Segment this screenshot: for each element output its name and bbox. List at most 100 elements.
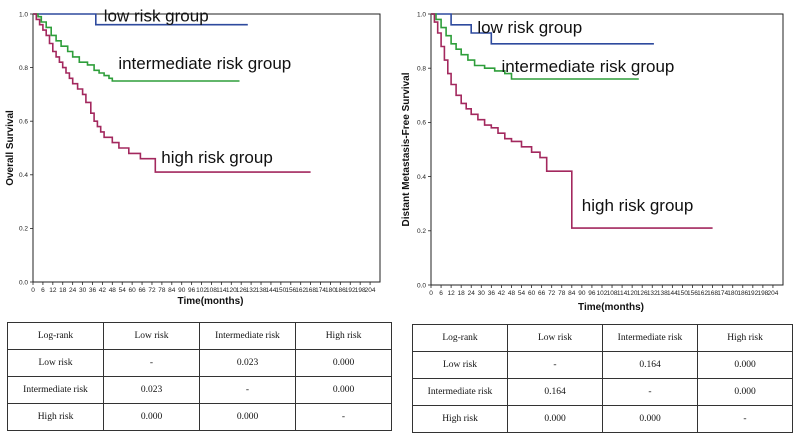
header-cell: Intermediate risk [602, 324, 698, 352]
x-tick-label: 108 [607, 290, 618, 297]
y-tick-label: 1.0 [417, 11, 426, 18]
log-rank-table-dmfs: Log-rank Low risk Intermediate risk High… [412, 324, 793, 433]
dmfs-chart: 0.0 0.2 0.4 0.6 0.8 1.0 0 6 12 18 24 30 36 42 48 54 60 66… [401, 11, 784, 313]
x-tick-label: 150 [275, 287, 286, 294]
x-tick-label: 126 [637, 290, 648, 297]
row-label: Intermediate risk [412, 378, 508, 406]
table-cell: - [507, 351, 603, 379]
x-tick-label: 102 [196, 287, 207, 294]
header-cell: Log-rank [7, 322, 104, 350]
x-tick-label: 42 [99, 287, 107, 294]
y-tick-label: 0.2 [19, 226, 28, 233]
table-cell: - [103, 349, 200, 377]
x-tick-label: 6 [439, 290, 443, 297]
x-tick-label: 54 [119, 287, 127, 294]
x-tick-label: 180 [727, 290, 738, 297]
x-tick-label: 48 [508, 290, 516, 297]
x-tick-label: 204 [365, 287, 376, 294]
table-row: High risk 0.000 0.000 - [7, 403, 392, 431]
header-cell: High risk [697, 324, 793, 352]
y-tick-label: 1.0 [19, 11, 28, 18]
km-curve-low-risk-group [33, 13, 248, 26]
table-cell: - [602, 378, 698, 406]
x-tick-label: 198 [757, 290, 768, 297]
table-cell: 0.023 [199, 349, 296, 377]
x-tick-label: 174 [315, 287, 326, 294]
overall-survival-chart: 0.0 0.2 0.4 0.6 0.8 1.0 0 6 12 18 24 30 36 42 48 54 60 66… [5, 7, 381, 307]
x-tick-label: 144 [266, 287, 277, 294]
km-curve-intermediate-risk-group [33, 13, 240, 82]
table-cell: - [697, 405, 793, 433]
x-tick-label: 84 [568, 290, 576, 297]
x-tick-label: 72 [148, 287, 156, 294]
series-label-low-risk-group: low risk group [477, 18, 582, 37]
x-tick-label: 186 [335, 287, 346, 294]
x-tick-label: 36 [488, 290, 496, 297]
y-axis-label: Distant Metastasis-Free Survival [401, 72, 412, 226]
x-tick-label: 102 [597, 290, 608, 297]
header-cell: Low risk [507, 324, 603, 352]
series-label-intermediate-risk-group: intermediate risk group [501, 57, 674, 76]
series-label-high-risk-group: high risk group [582, 196, 694, 215]
x-tick-label: 96 [588, 290, 596, 297]
x-tick-label: 90 [578, 290, 586, 297]
table-cell: - [199, 376, 296, 404]
series-label-high-risk-group: high risk group [161, 148, 273, 167]
table-cell: 0.023 [103, 376, 200, 404]
km-curve-low-risk-group [431, 13, 654, 45]
km-curve-intermediate-risk-group [431, 13, 639, 80]
row-label: Low risk [412, 351, 508, 379]
table-row: Low risk - 0.023 0.000 [7, 349, 392, 377]
x-tick-label: 6 [41, 287, 45, 294]
km-curve-high-risk-group [431, 13, 713, 229]
x-tick-label: 30 [79, 287, 87, 294]
x-tick-label: 168 [305, 287, 316, 294]
y-axis-label: Overall Survival [5, 110, 16, 186]
table-row: Low risk - 0.164 0.000 [412, 351, 793, 379]
table-cell: 0.000 [295, 349, 392, 377]
table-cell: 0.000 [697, 351, 793, 379]
x-tick-label: 78 [558, 290, 566, 297]
x-tick-label: 24 [69, 287, 77, 294]
x-tick-label: 126 [236, 287, 247, 294]
table-cell: 0.000 [697, 378, 793, 406]
y-tick-label: 0.4 [417, 174, 426, 181]
y-tick-label: 0.8 [19, 65, 28, 72]
x-tick-label: 168 [707, 290, 718, 297]
series-label-intermediate-risk-group: intermediate risk group [118, 54, 291, 73]
x-tick-label: 156 [687, 290, 698, 297]
x-tick-label: 138 [256, 287, 267, 294]
x-tick-label: 12 [49, 287, 57, 294]
x-tick-label: 96 [188, 287, 196, 294]
y-tick-label: 0.0 [417, 282, 426, 289]
y-tick-label: 0.6 [19, 119, 28, 126]
x-tick-label: 84 [168, 287, 176, 294]
row-label: High risk [7, 403, 104, 431]
plot-frame [32, 13, 381, 283]
x-tick-label: 162 [295, 287, 306, 294]
x-tick-label: 60 [528, 290, 536, 297]
x-tick-label: 204 [768, 290, 779, 297]
x-tick-label: 120 [226, 287, 237, 294]
y-tick-label: 0.0 [19, 279, 28, 286]
x-tick-label: 66 [538, 290, 546, 297]
x-tick-label: 192 [345, 287, 356, 294]
x-tick-label: 132 [647, 290, 658, 297]
x-tick-label: 0 [31, 287, 35, 294]
x-tick-label: 120 [627, 290, 638, 297]
table-cell: 0.000 [295, 376, 392, 404]
x-axis-label: Time(months) [578, 302, 644, 313]
x-axis-label: Time(months) [178, 296, 244, 307]
x-tick-label: 150 [677, 290, 688, 297]
row-label: High risk [412, 405, 508, 433]
x-tick-label: 174 [717, 290, 728, 297]
table-cell: 0.000 [199, 403, 296, 431]
table-header-row: Log-rank Low risk Intermediate risk High… [412, 324, 793, 352]
x-tick-label: 54 [518, 290, 526, 297]
x-tick-label: 192 [747, 290, 758, 297]
header-cell: Low risk [103, 322, 200, 350]
x-tick-label: 0 [429, 290, 433, 297]
plot-frame [430, 13, 784, 286]
series-label-low-risk-group: low risk group [104, 7, 209, 26]
row-label: Intermediate risk [7, 376, 104, 404]
